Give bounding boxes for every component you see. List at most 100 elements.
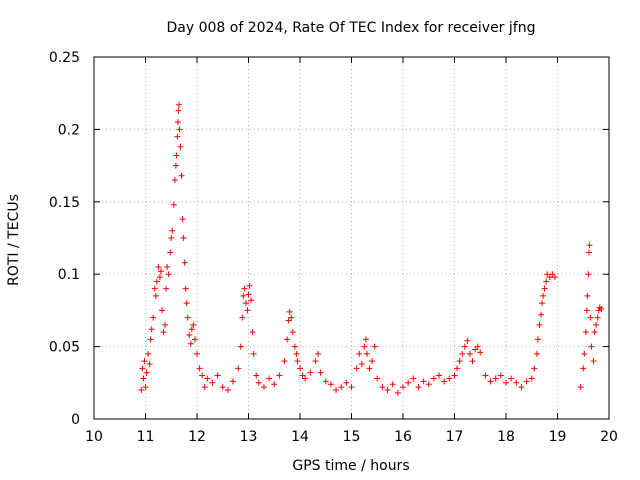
data-point	[171, 177, 178, 184]
data-point	[492, 375, 499, 382]
data-point	[288, 314, 295, 321]
data-point	[358, 360, 365, 367]
y-tick-label: 0	[71, 412, 80, 428]
data-point	[164, 263, 171, 270]
data-point	[394, 389, 401, 396]
data-point	[157, 268, 164, 275]
data-point	[172, 162, 179, 169]
data-point	[446, 375, 453, 382]
data-point	[528, 375, 535, 382]
data-point	[180, 235, 187, 241]
data-point	[598, 305, 605, 312]
data-point	[155, 263, 162, 270]
data-point	[410, 375, 417, 382]
data-point	[531, 365, 538, 372]
data-point	[297, 365, 303, 372]
data-point	[241, 285, 248, 292]
data-point	[533, 350, 540, 357]
data-point	[317, 369, 324, 376]
data-point	[152, 292, 159, 299]
y-tick-label: 0.05	[49, 340, 80, 356]
data-point	[497, 372, 504, 379]
data-point	[456, 358, 463, 365]
data-point	[588, 343, 595, 350]
data-point	[255, 379, 262, 386]
data-point	[425, 381, 432, 388]
data-point	[299, 372, 306, 379]
data-point	[167, 249, 174, 256]
x-tick-label: 16	[394, 429, 412, 445]
data-point	[361, 343, 368, 350]
data-point	[178, 172, 185, 179]
data-point	[245, 291, 252, 298]
data-point	[362, 336, 369, 343]
data-point	[583, 307, 590, 314]
data-point	[538, 311, 545, 318]
data-point	[459, 350, 466, 357]
data-point	[374, 375, 381, 382]
y-axis-label: ROTI / TECUs	[6, 194, 22, 286]
data-point	[523, 378, 530, 385]
x-tick-label: 13	[240, 429, 258, 445]
data-point	[184, 314, 191, 321]
data-point	[160, 329, 167, 336]
data-point	[540, 292, 547, 299]
data-point	[165, 271, 172, 278]
data-point	[585, 249, 592, 256]
data-point	[591, 329, 598, 336]
data-point	[239, 314, 246, 321]
data-point	[151, 285, 158, 292]
data-point	[199, 372, 206, 379]
y-tick-label: 0.2	[58, 122, 80, 138]
data-point	[214, 372, 221, 379]
axes: 10 11 12 13 14 15 16 17 18 19 20 0 0.05 0.1 0.15 0.2 0.2…	[49, 50, 618, 445]
data-point	[420, 378, 427, 385]
data-point	[482, 372, 489, 379]
data-point	[173, 152, 180, 159]
grid-lines	[94, 57, 609, 419]
x-axis-label: GPS time / hours	[292, 458, 409, 474]
data-point	[174, 119, 181, 126]
data-point	[289, 329, 296, 336]
data-point	[248, 297, 255, 304]
data-point	[156, 274, 163, 281]
data-point	[379, 384, 386, 391]
data-point	[333, 387, 340, 394]
data-point	[153, 278, 160, 285]
data-point	[585, 271, 592, 278]
data-point	[469, 358, 476, 365]
x-tick-label: 20	[600, 429, 618, 445]
data-point	[253, 372, 260, 379]
data-point	[430, 375, 437, 382]
data-point	[175, 107, 182, 114]
data-point	[518, 384, 525, 391]
data-point	[150, 314, 157, 321]
y-tick-label: 0.25	[49, 50, 80, 66]
data-point	[356, 350, 363, 357]
data-point	[415, 384, 422, 391]
data-point	[291, 343, 298, 350]
data-point	[175, 101, 182, 108]
data-point	[170, 201, 177, 208]
data-point	[139, 365, 146, 372]
data-point	[371, 343, 378, 350]
data-point	[582, 329, 589, 336]
data-point	[266, 375, 273, 382]
data-point	[141, 358, 148, 365]
data-point	[343, 379, 350, 386]
y-tick-label: 0.1	[58, 267, 80, 283]
data-point	[366, 365, 373, 372]
data-point	[596, 304, 603, 311]
data-point	[204, 375, 211, 382]
data-point	[186, 332, 193, 339]
data-point	[400, 384, 406, 391]
data-point	[196, 365, 203, 372]
data-point	[244, 307, 251, 314]
data-point	[441, 378, 448, 385]
data-point	[454, 365, 461, 372]
data-point	[464, 337, 471, 344]
x-tick-label: 17	[446, 429, 464, 445]
chart-title: Day 008 of 2024, Rate Of TEC Index for r…	[167, 20, 536, 36]
x-tick-label: 12	[188, 429, 206, 445]
data-point	[240, 292, 247, 299]
